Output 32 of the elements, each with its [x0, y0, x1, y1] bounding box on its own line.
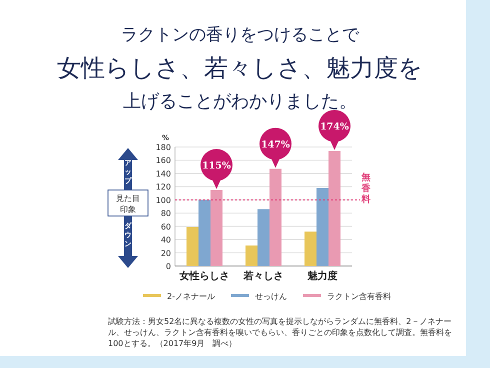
legend-label: ラクトン含有香料 [326, 292, 391, 301]
y-tick-label: 160 [156, 156, 171, 166]
y-tick-label: 120 [156, 182, 171, 192]
bar [186, 226, 198, 266]
text: 見た目 [116, 194, 140, 203]
bar [198, 200, 210, 266]
text: 試験方法：男女52名に異なる複数の女性の写真を提示しながらランダムに無香料、2－ノネナール、せっけん、ラクトン含有香料を嗅いでもらい、香りごとの印象を点数化して調査。無香料を100とする。（2017年9月 調べ） [108, 316, 453, 349]
legend-label: せっけん [254, 292, 287, 301]
y-tick-label: 80 [160, 209, 171, 218]
y-tick-label: 40 [160, 236, 171, 245]
bar [304, 232, 316, 266]
data-label: 174% [320, 121, 349, 132]
y-tick-label: 20 [160, 248, 171, 258]
y-tick-label: 180 [156, 143, 171, 152]
bar [246, 246, 258, 266]
y-tick-label: 140 [156, 169, 171, 178]
text: 印象 [120, 205, 136, 214]
bar [258, 209, 270, 266]
legend-label: 2-ノネナール [167, 292, 215, 301]
x-tick-label: 魅力度 [306, 270, 338, 282]
bar [316, 188, 328, 266]
x-tick-label: 女性らしさ [178, 270, 230, 282]
y-tick-label: 60 [160, 222, 171, 232]
y-tick-label: 0 [166, 262, 171, 271]
chart-title: ラクトンの香りをつけることで [121, 25, 360, 45]
chart-subtitle: 女性らしさ、若々しさ、魅力度を [57, 54, 423, 82]
data-label: 115% [202, 160, 231, 172]
text: 上げることがわかりました。 [123, 91, 357, 112]
y-tick-label: 100 [156, 196, 171, 205]
x-tick-label: 若々しさ [242, 270, 284, 282]
data-label: 147% [261, 139, 290, 150]
ref-line-label: 無香料 [360, 172, 372, 205]
